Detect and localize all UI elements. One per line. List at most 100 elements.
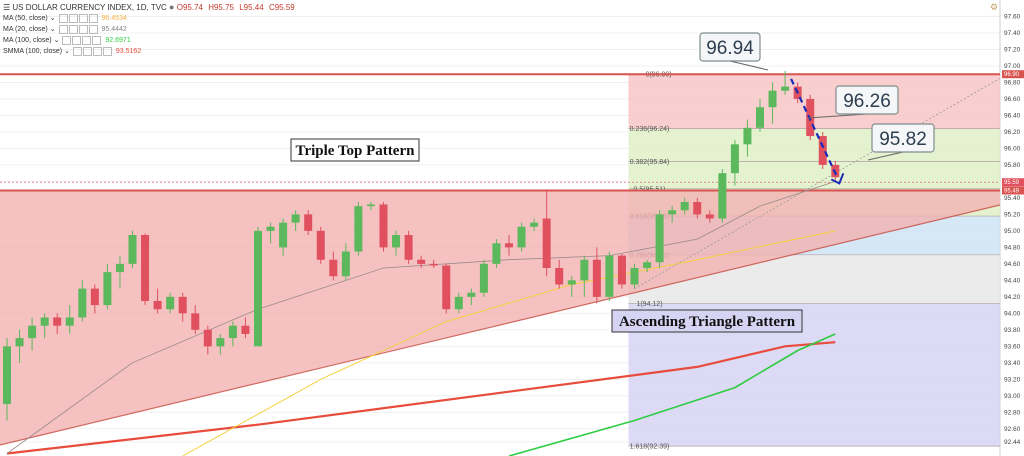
projection-dash	[790, 78, 839, 178]
candle-body	[743, 127, 752, 145]
price-tag-label: 96.90	[1004, 72, 1020, 78]
price-tick-label: 96.60	[1004, 96, 1021, 103]
candle-body	[605, 255, 614, 297]
indicator-controls[interactable]	[58, 24, 98, 34]
menu-icon[interactable]: ☰	[3, 3, 11, 12]
candle-body	[329, 259, 338, 277]
candle	[316, 226, 325, 264]
price-tick-label: 92.80	[1004, 409, 1021, 416]
candle	[567, 276, 576, 297]
candle	[103, 263, 112, 310]
candle	[53, 313, 62, 334]
candle-body	[567, 280, 576, 285]
indicator-row[interactable]: MA (50, close) ⌄ 96.4534	[3, 13, 298, 24]
candle-body	[228, 325, 237, 339]
candle-body	[191, 313, 200, 330]
candle-body	[266, 226, 275, 231]
candle-body	[756, 107, 764, 128]
candle	[442, 263, 451, 314]
chevron-down-icon[interactable]: ⌄	[47, 15, 58, 22]
price-tick-label: 96.00	[1004, 145, 1021, 152]
candle-body	[153, 300, 162, 310]
indicator-label: SMMA (100, close)	[3, 48, 63, 55]
symbol-name[interactable]: US DOLLAR CURRENCY INDEX, 1D, TVC	[12, 3, 167, 12]
indicator-row[interactable]: MA (100, close) ⌄ 92.6971	[3, 35, 298, 46]
candle	[467, 288, 476, 306]
close-value: C95.59	[268, 3, 295, 12]
candle	[304, 210, 313, 236]
candle-body	[442, 265, 451, 310]
candle	[680, 197, 689, 215]
ma-50-line	[182, 230, 836, 456]
callout-96-26-pointer	[807, 113, 868, 119]
indicator-controls[interactable]	[61, 35, 102, 45]
candle	[580, 255, 589, 297]
candle-body	[655, 214, 664, 263]
price-tick-label: 96.40	[1004, 112, 1021, 119]
triple-top-label: Triple Top Pattern	[290, 138, 420, 162]
fib-level-label: 0.236(96.24)	[630, 126, 670, 133]
projection-arrow	[790, 78, 845, 185]
price-tick-label: 97.00	[1004, 63, 1021, 70]
candle-body	[40, 317, 49, 326]
candle-body	[354, 206, 363, 252]
fib-zone	[628, 128, 1000, 162]
candle	[392, 230, 401, 256]
candle-body	[542, 218, 551, 268]
chevron-down-icon[interactable]: ⌄	[62, 48, 72, 55]
price-tag-label: 95.49	[1004, 188, 1020, 194]
indicator-controls[interactable]	[58, 13, 98, 23]
candle	[329, 251, 338, 281]
candle-body	[555, 267, 564, 285]
price-tick-label: 94.80	[1004, 244, 1021, 251]
candle-body	[216, 338, 225, 347]
candle-body	[241, 325, 250, 334]
callout-96-94-text: 96.94	[706, 38, 754, 59]
candle	[128, 230, 137, 268]
candle	[517, 222, 526, 252]
candle	[354, 202, 363, 256]
candle-body	[3, 346, 11, 405]
gear-icon[interactable]: ⚙	[990, 2, 998, 12]
price-tick-label: 97.60	[1004, 13, 1021, 20]
candle	[15, 329, 24, 363]
candles	[3, 70, 840, 421]
candle	[756, 98, 764, 132]
candle-body	[178, 296, 187, 314]
callout-96-94-box	[699, 32, 761, 62]
candle	[366, 202, 375, 211]
callout-95-82: 95.82	[867, 123, 935, 161]
candle	[718, 169, 727, 223]
candle	[542, 189, 551, 277]
price-tick-label: 95.40	[1004, 195, 1021, 202]
price-tick-label: 95.20	[1004, 211, 1021, 218]
candle-body	[718, 173, 727, 219]
support-trendline	[0, 204, 1001, 446]
candle-body	[316, 230, 325, 260]
chevron-down-icon[interactable]: ⌄	[51, 37, 62, 44]
candle-body	[254, 230, 262, 347]
ascending-triangle	[0, 190, 1001, 446]
price-tick-label: 93.20	[1004, 376, 1021, 383]
high-value: H95.75	[208, 3, 234, 12]
chevron-down-icon[interactable]: ⌄	[47, 26, 58, 33]
candle	[505, 235, 513, 256]
candle-body	[53, 317, 62, 326]
indicator-controls[interactable]	[72, 46, 112, 56]
candle	[818, 131, 827, 170]
candle	[555, 259, 564, 289]
candle	[291, 210, 300, 231]
callout-95-82-text: 95.82	[879, 129, 927, 150]
indicator-row[interactable]: MA (20, close) ⌄ 95.4442	[3, 24, 298, 35]
callout-96-26: 96.26	[807, 85, 899, 119]
price-tick-label: 97.20	[1004, 46, 1021, 53]
indicator-row[interactable]: SMMA (100, close) ⌄ 93.5162	[3, 46, 298, 57]
price-tick-label: 93.00	[1004, 393, 1021, 400]
candle	[668, 206, 677, 223]
price-tick-label: 93.80	[1004, 327, 1021, 334]
candle-body	[505, 243, 513, 248]
candle-body	[818, 136, 827, 165]
candle	[592, 247, 601, 304]
callout-96-26-text: 96.26	[843, 91, 891, 112]
